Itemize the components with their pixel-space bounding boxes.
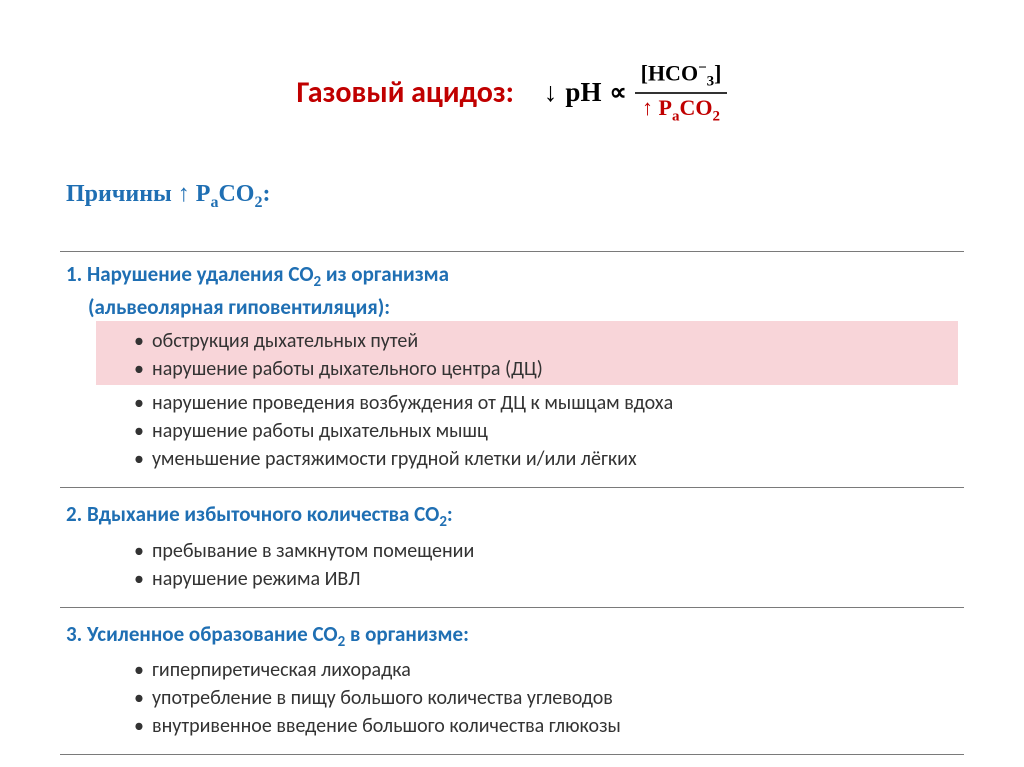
formula-lhs: pH xyxy=(565,77,601,108)
arrow-down-icon: ↓ xyxy=(544,77,558,108)
formula-fraction: [HCO−3] ↑ PaCO2 xyxy=(635,60,728,126)
formula-numerator: [HCO−3] xyxy=(635,60,728,94)
list-item: гиперпиретическая лихорадка xyxy=(60,656,964,684)
section-1-heading-line2: (альвеолярная гиповентиляция): xyxy=(88,293,964,321)
subtitle-suffix: : xyxy=(262,181,270,207)
list-item: обструкция дыхательных путей xyxy=(96,327,958,355)
section-3: 3. Усиленное образование CO2 в организме… xyxy=(60,620,964,755)
list-item: употребление в пищу большого количества … xyxy=(60,684,964,712)
list-item: нарушение режима ИВЛ xyxy=(60,565,964,593)
section-2: 2. Вдыхание избыточного количества CO2: … xyxy=(60,500,964,607)
subtitle-prefix: Причины ↑ xyxy=(66,181,196,207)
formula-relation: ∝ xyxy=(609,78,626,107)
page-title: Газовый ацидоз: xyxy=(297,74,514,111)
causes-subtitle: Причины ↑ PaCO2: xyxy=(66,181,964,212)
section-3-heading: 3. Усиленное образование CO2 в организме… xyxy=(66,620,964,652)
list-item: нарушение работы дыхательного центра (ДЦ… xyxy=(96,355,958,383)
list-item: внутривенное введение большого количеств… xyxy=(60,712,964,740)
list-item: пребывание в замкнутом помещении xyxy=(60,537,964,565)
section-1: 1. Нарушение удаления CO2 из организма (… xyxy=(60,251,964,488)
title-row: Газовый ацидоз: ↓ pH ∝ [HCO−3] ↑ PaCO2 xyxy=(60,60,964,126)
list-item: уменьшение растяжимости грудной клетки и… xyxy=(60,445,964,473)
title-formula: ↓ pH ∝ [HCO−3] ↑ PaCO2 xyxy=(544,60,728,126)
formula-denominator: ↑ PaCO2 xyxy=(642,94,720,126)
section-1-heading: 1. Нарушение удаления CO2 из организма xyxy=(66,260,964,292)
highlight-block: обструкция дыхательных путей нарушение р… xyxy=(96,321,958,385)
list-item: нарушение проведения возбуждения от ДЦ к… xyxy=(60,389,964,417)
list-item: нарушение работы дыхательных мышц xyxy=(60,417,964,445)
section-2-heading: 2. Вдыхание избыточного количества CO2: xyxy=(66,500,964,532)
